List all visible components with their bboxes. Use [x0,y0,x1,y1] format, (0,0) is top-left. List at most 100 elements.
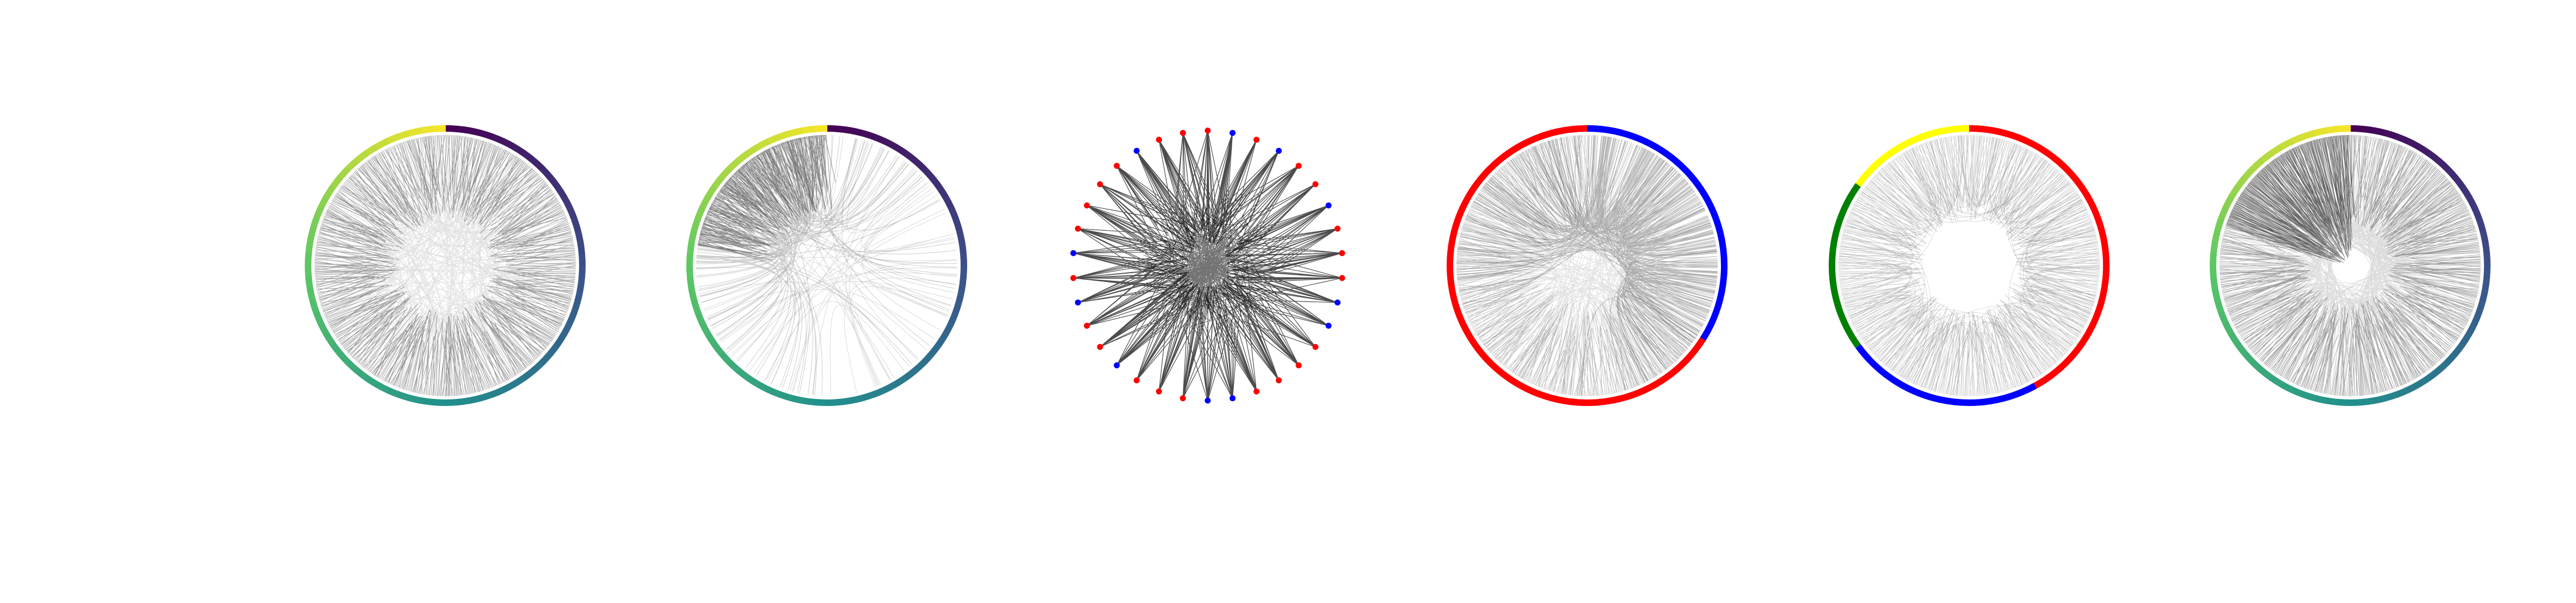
ring-segment [2235,175,2248,189]
edge-bundle [1456,134,1718,396]
ring-segment [2270,143,2284,156]
ring-segment [2436,360,2450,374]
edge-bundle [696,134,958,396]
network-node [1097,344,1103,350]
network-node [1179,395,1186,402]
ring-segment [936,332,949,347]
ring-segment [305,253,312,266]
ring-segment [2313,395,2327,404]
ring-segment [2417,144,2431,157]
ring-segment [736,150,751,163]
ring-segment [719,165,733,180]
ring-segment [2260,150,2274,163]
ring-segment [2471,206,2482,220]
ring-segment [2452,175,2466,189]
ring-segment [309,217,320,231]
ring-segment [861,130,876,140]
ring-segment [577,277,585,291]
ring-segment [699,194,711,210]
ring-segment [826,125,840,133]
ring-segment [531,158,545,171]
ring-segment [2395,386,2410,398]
network-node [1325,202,1332,208]
ring-segment [1587,125,1728,341]
ring-segment [860,391,875,402]
ring-segment [2444,352,2458,366]
ring-segment [942,322,954,337]
edge-bundle [696,135,958,396]
edge-bundle-panel-2 [686,125,968,407]
ring-segment [2259,367,2273,381]
ring-segment [2234,342,2248,356]
ring-segment [2337,398,2351,406]
ring-segment [421,125,434,134]
ring-segment [2214,217,2225,231]
ring-segment [385,386,399,398]
ring-segment [330,175,343,189]
ring-segment [521,368,536,382]
ring-segment [691,299,701,314]
ring-segment [790,395,804,404]
network-node [1133,377,1140,384]
ring-segment [2211,288,2221,302]
ring-segment [539,166,554,180]
ring-segment [913,158,927,171]
ring-segment [948,311,959,326]
ring-segment [571,217,581,232]
hub-edges [1142,201,1272,329]
network-node [1276,377,1282,384]
network-node [1114,362,1120,368]
ring-segment [872,386,887,398]
network-node [1179,130,1186,136]
edge-bundle [1456,134,1718,396]
network-node [1229,130,1236,136]
ring-segment [2384,130,2399,140]
ring-segment [778,391,792,402]
network-node [1155,388,1162,395]
ring-segment [727,360,741,373]
ring-segment [826,399,839,407]
ring-segment [566,311,577,326]
ring-segment [2406,138,2421,150]
ring-segment [893,375,907,388]
network-node [1097,181,1103,187]
ring-segment [313,311,324,325]
ring-segment [1447,125,1706,406]
ring-segment [479,130,494,140]
ring-segment [468,395,482,404]
ring-segment [548,175,561,189]
ring-segment [2314,127,2328,137]
ring-segment [2290,386,2304,398]
ring-segment [305,276,313,290]
ring-segment [306,288,316,302]
ring-segment [2210,253,2217,266]
ring-segment [555,185,568,200]
ring-segment [408,395,422,404]
network-node [1133,147,1140,154]
network-node [1312,181,1319,187]
ring-segment [2222,321,2235,336]
ring-segment [337,165,351,180]
ring-segment [2466,195,2478,210]
ring-segment [305,241,313,254]
ring-segment [570,300,581,315]
ring-segment [755,381,771,393]
ring-segment [479,391,494,402]
ring-segment [711,175,725,189]
ring-segment [2228,331,2241,346]
ring-segment [2479,229,2489,243]
network-node [1204,397,1211,404]
ring-segment [364,374,379,387]
ring-segment [2476,217,2486,232]
ring-segment [345,360,359,373]
ring-segment [2384,391,2399,402]
ring-segment [2444,166,2458,180]
ring-segment [396,391,411,402]
ring-segment [2214,299,2224,314]
network-node [1075,225,1081,232]
ring-segment [323,184,336,199]
ring-segment [445,125,458,133]
ring-segment [501,138,517,150]
ring-segment [2475,300,2486,315]
network-node [1070,250,1077,256]
